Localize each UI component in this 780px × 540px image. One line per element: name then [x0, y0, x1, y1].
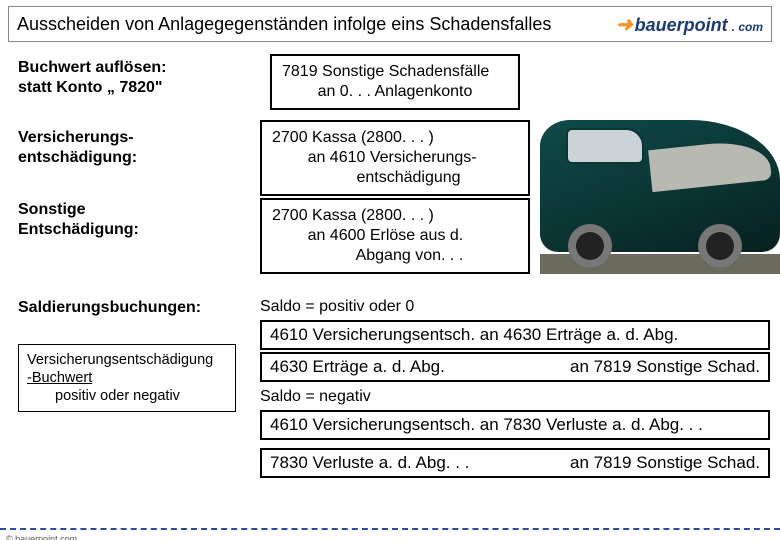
damaged-car-image: [540, 80, 780, 270]
copyright-text: © bauerpoint.com: [6, 534, 77, 540]
calc-line2: -Buchwert: [27, 369, 227, 387]
label-saldierung-text: Saldierungsbuchungen:: [18, 298, 228, 318]
box1-line1: 7819 Sonstige Schadensfälle: [282, 62, 508, 82]
box3-line3: Abgang von. . .: [272, 246, 518, 266]
box1-line2: an 0. . . Anlagenkonto: [282, 82, 508, 102]
label-buchwert-line1: Buchwert auflösen:: [18, 58, 228, 78]
label-versicherung: Versicherungs- entschädigung:: [18, 128, 228, 168]
brand-logo: ➜ bauerpoint . com: [616, 12, 763, 37]
label-sonstige: Sonstige Entschädigung:: [18, 200, 228, 240]
posting-row-2: 4630 Erträge a. d. Abg. an 7819 Sonstige…: [260, 352, 770, 382]
box-buchwert-aufloesen: 7819 Sonstige Schadensfälle an 0. . . An…: [270, 54, 520, 110]
box3-line1: 2700 Kassa (2800. . . ): [272, 206, 518, 226]
posting-row-3-text: 4610 Versicherungsentsch. an 7830 Verlus…: [270, 415, 703, 435]
page-title: Ausscheiden von Anlagegegenständen infol…: [17, 14, 551, 35]
label-sonstige-line2: Entschädigung:: [18, 220, 228, 240]
box-versicherung: 2700 Kassa (2800. . . ) an 4610 Versiche…: [260, 120, 530, 196]
logo-swoosh-icon: ➜: [616, 12, 633, 37]
box2-line2: an 4610 Versicherungs-: [272, 148, 518, 168]
posting-row-1-text: 4610 Versicherungsentsch. an 4630 Erträg…: [270, 325, 678, 345]
calc-line3: positiv oder negativ: [27, 387, 227, 405]
title-bar: Ausscheiden von Anlagegegenständen infol…: [8, 6, 772, 42]
posting-row-4-left: 7830 Verluste a. d. Abg. . .: [270, 453, 469, 473]
box2-line3: entschädigung: [272, 168, 518, 188]
posting-row-3: 4610 Versicherungsentsch. an 7830 Verlus…: [260, 410, 770, 440]
posting-row-4-right: an 7819 Sonstige Schad.: [570, 453, 760, 473]
calc-line1: Versicherungsentschädigung: [27, 351, 227, 369]
posting-row-4: 7830 Verluste a. d. Abg. . . an 7819 Son…: [260, 448, 770, 478]
box3-line2: an 4600 Erlöse aus d.: [272, 226, 518, 246]
label-buchwert-line2: statt Konto „ 7820": [18, 78, 228, 98]
label-saldierung: Saldierungsbuchungen:: [18, 298, 228, 318]
posting-row-2-left: 4630 Erträge a. d. Abg.: [270, 357, 445, 377]
saldo-positive-label: Saldo = positiv oder 0: [260, 298, 414, 316]
separator-dashed: [0, 528, 780, 530]
saldo-negative-label: Saldo = negativ: [260, 388, 371, 406]
label-buchwert: Buchwert auflösen: statt Konto „ 7820": [18, 58, 228, 98]
posting-row-1: 4610 Versicherungsentsch. an 4630 Erträg…: [260, 320, 770, 350]
posting-row-2-right: an 7819 Sonstige Schad.: [570, 357, 760, 377]
label-versicherung-line2: entschädigung:: [18, 148, 228, 168]
box2-line1: 2700 Kassa (2800. . . ): [272, 128, 518, 148]
label-versicherung-line1: Versicherungs-: [18, 128, 228, 148]
label-sonstige-line1: Sonstige: [18, 200, 228, 220]
logo-dotcom: . com: [732, 20, 763, 34]
logo-brand: bauerpoint: [635, 15, 728, 36]
box-sonstige: 2700 Kassa (2800. . . ) an 4600 Erlöse a…: [260, 198, 530, 274]
calculation-box: Versicherungsentschädigung -Buchwert pos…: [18, 344, 236, 412]
